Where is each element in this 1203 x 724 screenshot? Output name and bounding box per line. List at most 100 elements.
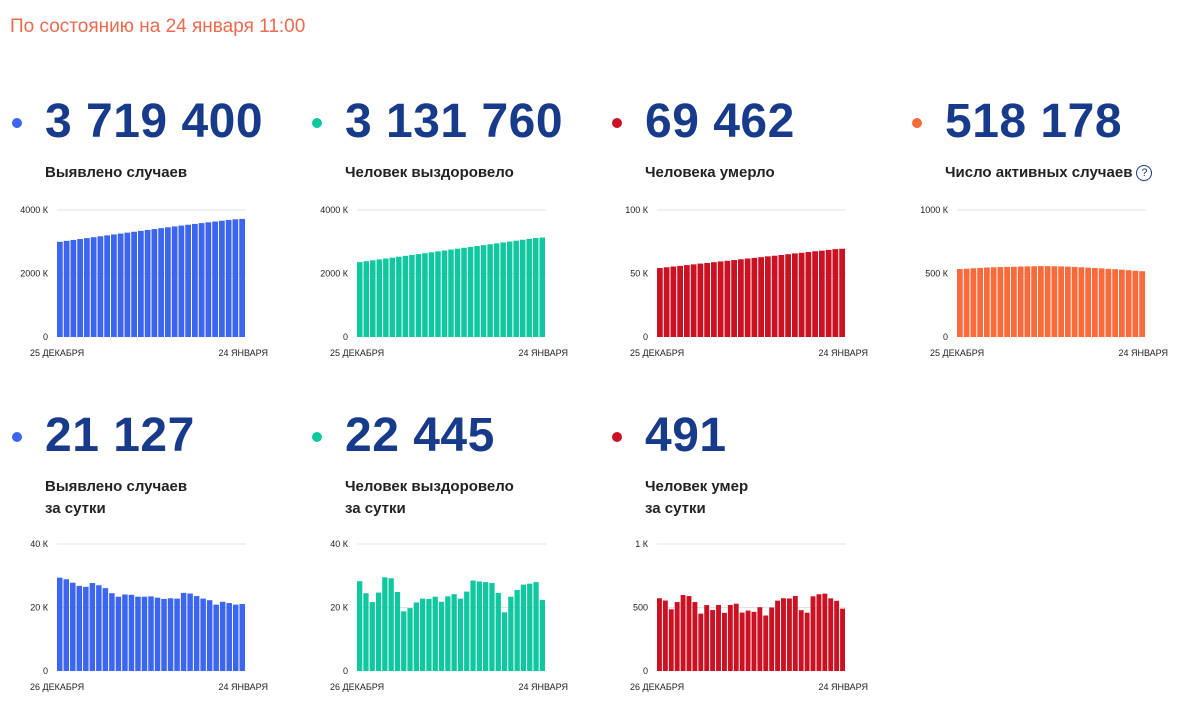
chart-bar xyxy=(161,598,167,671)
stat-card: 0 2000 К 4000 К 25 ДЕКАБРЯ 24 ЯНВАРЯ 3 131 76… xyxy=(310,90,590,410)
chart-bar xyxy=(778,254,785,337)
chart-bar xyxy=(798,252,805,337)
chart-bar xyxy=(1024,266,1031,337)
x-start-label: 26 ДЕКАБРЯ xyxy=(630,682,684,692)
chart-bar xyxy=(382,577,388,671)
chart-bar xyxy=(533,582,539,671)
chart-bar xyxy=(963,268,970,337)
chart-bar xyxy=(834,600,840,671)
chart-bar xyxy=(798,610,804,671)
chart-bar xyxy=(226,603,232,671)
chart-bar xyxy=(219,220,225,337)
chart-bar xyxy=(432,596,438,671)
chart-bar xyxy=(144,229,151,337)
chart-bar xyxy=(680,595,686,671)
chart-bar xyxy=(122,594,128,671)
chart-bar xyxy=(514,590,520,671)
chart-bar xyxy=(428,252,435,337)
chart-bar xyxy=(171,226,178,337)
chart-bar xyxy=(435,251,441,337)
chart-bar xyxy=(684,265,690,337)
chart-bar xyxy=(839,248,845,338)
chart-bar xyxy=(704,262,710,337)
chart-bar xyxy=(1085,267,1091,337)
chart-bar xyxy=(698,613,704,671)
chart-bar xyxy=(369,602,375,671)
chart-bar xyxy=(527,583,533,671)
y-tick-label: 0 xyxy=(643,666,648,676)
chart-bar xyxy=(489,583,495,671)
help-icon[interactable]: ? xyxy=(1136,165,1153,181)
stat-value: 3 719 400 xyxy=(45,95,264,148)
chart-bar xyxy=(662,600,668,671)
chart-bar xyxy=(1119,269,1125,337)
x-start-label: 25 ДЕКАБРЯ xyxy=(330,348,384,358)
chart-bar xyxy=(70,239,77,337)
y-tick-label: 0 xyxy=(343,666,348,676)
chart-bar xyxy=(193,596,200,671)
chart-bar xyxy=(1004,266,1010,337)
chart-bar xyxy=(697,263,704,337)
chart-bar xyxy=(810,596,816,671)
chart-bar xyxy=(83,586,89,671)
chart-bar xyxy=(219,601,226,671)
chart-bar xyxy=(124,232,131,337)
chart-bar xyxy=(104,235,110,337)
stat-card: 0 20 К 40 К 26 ДЕКАБРЯ 24 ЯНВАРЯ 21 127 Выявле… xyxy=(10,404,290,724)
chart-bar xyxy=(383,258,389,337)
y-tick-label: 500 xyxy=(633,603,648,613)
stat-label: Выявлено случаев за сутки xyxy=(45,476,187,520)
chart-bar xyxy=(816,594,822,671)
chart-bar xyxy=(805,252,812,337)
chart-bar xyxy=(413,602,419,671)
chart-bar xyxy=(508,596,514,671)
chart-bar xyxy=(178,225,185,337)
chart-bar xyxy=(1031,266,1037,337)
chart-bar xyxy=(167,598,174,671)
chart-bar xyxy=(426,598,432,671)
chart-bar xyxy=(63,579,70,671)
stat-label-line-2: за сутки xyxy=(645,500,706,517)
stat-card: 0 2000 К 4000 К 25 ДЕКАБРЯ 24 ЯНВАРЯ 3 719 40… xyxy=(10,90,290,410)
chart-bar xyxy=(765,256,771,337)
y-tick-label: 20 К xyxy=(330,603,349,613)
chart-bar xyxy=(792,595,798,671)
bar-chart: 0 500 К 1000 К 25 ДЕКАБРЯ 24 ЯНВАРЯ xyxy=(920,205,1168,358)
chart-bar xyxy=(731,260,737,337)
chart-bar xyxy=(158,228,164,337)
stat-value: 3 131 760 xyxy=(345,95,564,148)
chart-bar xyxy=(445,596,451,671)
stat-value: 518 178 xyxy=(945,95,1123,148)
stat-label-line-1: Человек выздоровело xyxy=(345,478,514,495)
chart-bar xyxy=(438,601,445,671)
x-end-label: 24 ЯНВАРЯ xyxy=(518,348,568,358)
chart-bar xyxy=(57,241,63,337)
stat-label-line-1: Человека умерло xyxy=(645,164,775,181)
y-tick-label: 4000 К xyxy=(320,205,349,215)
bullet-dot-icon xyxy=(312,432,322,442)
chart-bar xyxy=(448,249,454,337)
chart-bar xyxy=(454,248,461,337)
chart-bar xyxy=(539,599,545,671)
chart-bar xyxy=(663,267,670,337)
chart-bar xyxy=(500,242,506,337)
y-tick-label: 40 К xyxy=(330,539,349,549)
x-start-label: 26 ДЕКАБРЯ xyxy=(30,682,84,692)
chart-bar xyxy=(984,267,990,337)
chart-bar xyxy=(213,604,219,671)
chart-bar xyxy=(1132,270,1139,337)
x-start-label: 25 ДЕКАБРЯ xyxy=(30,348,84,358)
chart-bar xyxy=(470,580,476,671)
chart-bar xyxy=(102,588,109,671)
chart-bar xyxy=(476,581,482,671)
chart-bar xyxy=(180,592,187,671)
chart-bar xyxy=(77,239,83,337)
chart-bar xyxy=(205,222,212,337)
y-tick-label: 40 К xyxy=(30,539,49,549)
stat-label: Человек умер за сутки xyxy=(645,476,748,520)
chart-bar xyxy=(704,605,710,671)
chart-bar xyxy=(733,603,739,671)
y-tick-label: 0 xyxy=(43,332,48,342)
chart-bar xyxy=(1098,268,1105,337)
chart-bar xyxy=(970,268,977,337)
